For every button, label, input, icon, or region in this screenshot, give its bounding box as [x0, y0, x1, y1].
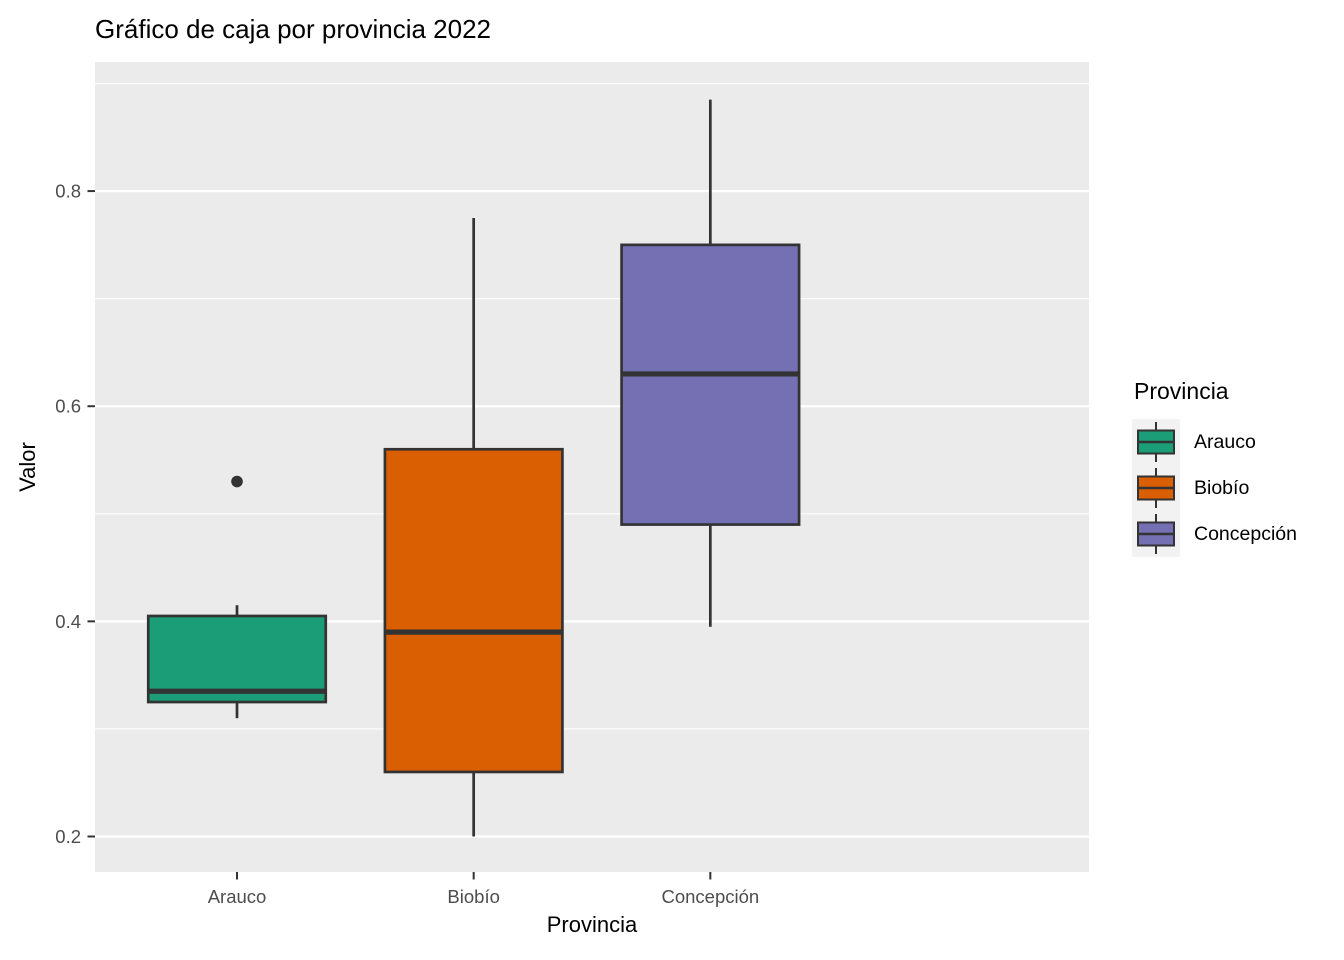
legend: Provincia Arauco Biobío Concepción — [1132, 378, 1297, 557]
plot-panel — [95, 62, 1089, 872]
legend-item-biobio: Biobío — [1132, 465, 1297, 511]
y-tick-label: 0.8 — [55, 181, 81, 202]
box-Biobío — [383, 447, 564, 774]
legend-items: Arauco Biobío Concepción — [1132, 419, 1297, 557]
y-tick-label: 0.4 — [55, 611, 81, 632]
legend-title: Provincia — [1134, 378, 1229, 404]
legend-item-concepcion: Concepción — [1132, 511, 1297, 557]
box-Arauco — [146, 614, 328, 704]
y-axis-title: Valor — [15, 442, 40, 492]
chart-title: Gráfico de caja por provincia 2022 — [95, 14, 492, 44]
boxplot-key-glyph-arauco — [1132, 419, 1180, 465]
x-tick-label: Concepción — [661, 886, 759, 907]
x-tick-label: Biobío — [447, 886, 499, 907]
y-tick-label: 0.2 — [55, 826, 81, 847]
boxplot-key-glyph-concepcion — [1132, 511, 1180, 557]
legend-label: Arauco — [1194, 430, 1256, 453]
legend-label: Concepción — [1194, 522, 1297, 545]
outlier-point-Arauco — [231, 475, 243, 488]
box-Concepción — [620, 243, 801, 526]
legend-label: Biobío — [1194, 476, 1250, 499]
boxplot-key-glyph-biobio — [1132, 465, 1180, 511]
y-tick-label: 0.6 — [55, 396, 81, 417]
legend-item-arauco: Arauco — [1132, 419, 1297, 465]
x-axis-title: Provincia — [546, 912, 638, 937]
x-tick-label: Arauco — [208, 886, 267, 907]
